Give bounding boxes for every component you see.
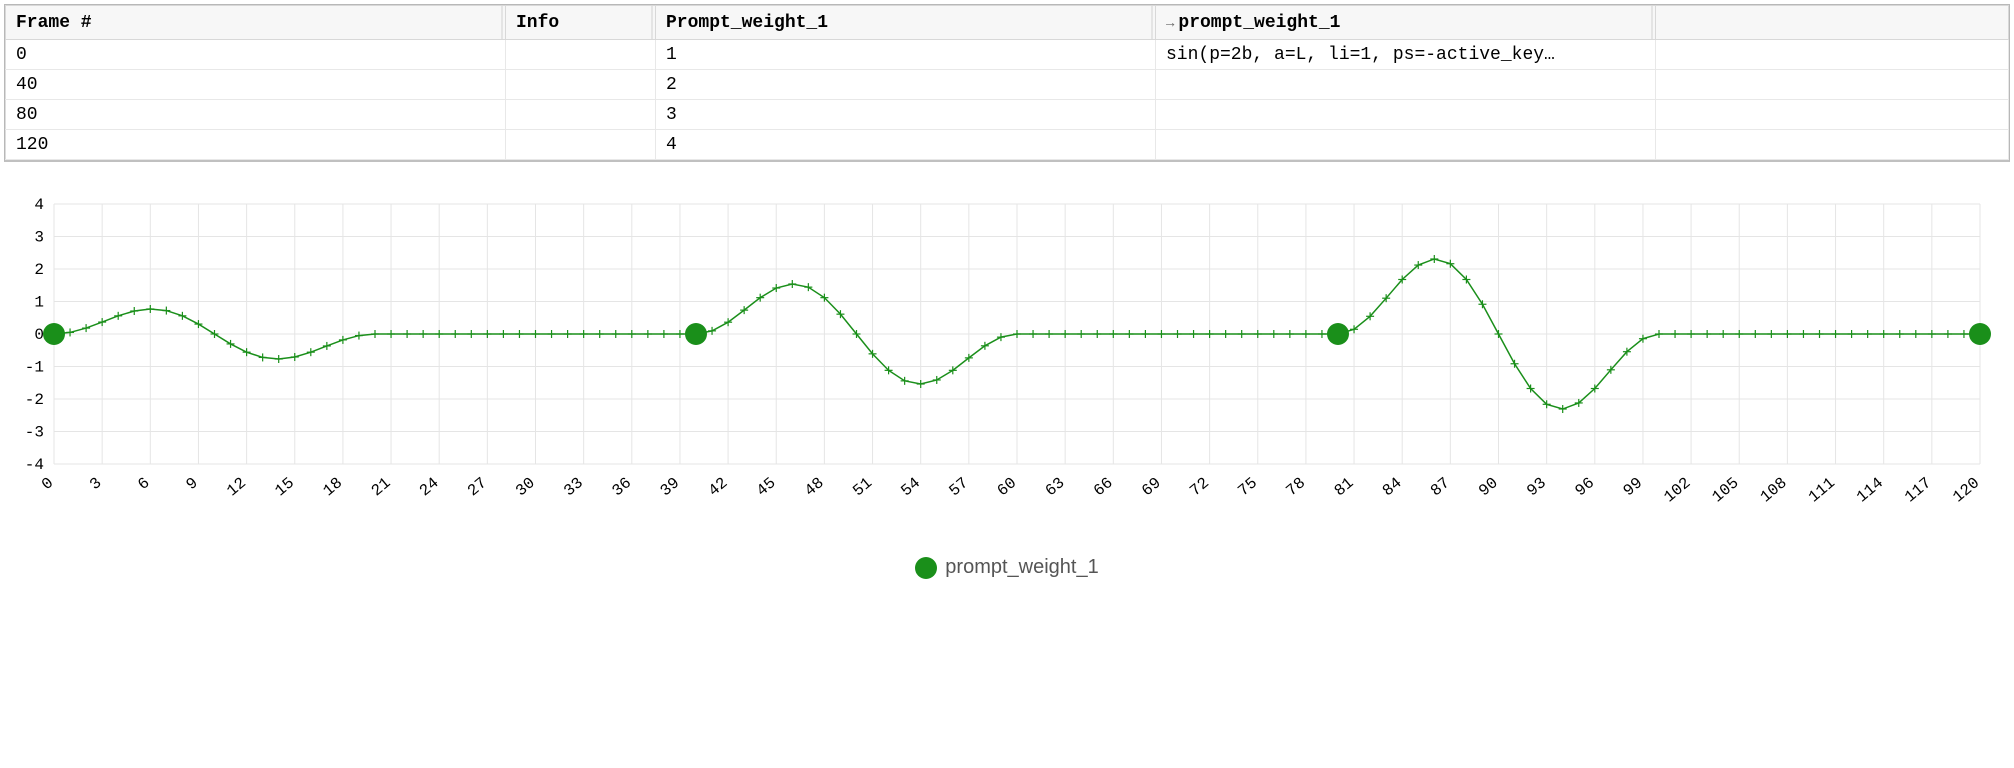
table: Frame # Info Prompt_weight_1 →prompt_wei…	[5, 5, 2009, 160]
svg-text:102: 102	[1661, 474, 1695, 506]
col-label: Info	[516, 13, 559, 33]
cell-pwf[interactable]	[1156, 100, 1656, 130]
legend-dot-icon	[915, 557, 937, 579]
table-row[interactable]: 80 3	[6, 100, 2009, 130]
svg-text:-2: -2	[25, 391, 44, 409]
col-header-prompt-weight[interactable]: Prompt_weight_1	[656, 6, 1156, 40]
cell-info[interactable]	[506, 70, 656, 100]
cell-last[interactable]	[1656, 70, 2009, 100]
cell-pwf[interactable]: sin(p=2b, a=L, li=1, ps=-active_key…	[1156, 40, 1656, 70]
svg-text:-3: -3	[25, 424, 44, 442]
cell-pwf[interactable]	[1156, 130, 1656, 160]
col-header-empty[interactable]	[1656, 6, 2009, 40]
svg-text:69: 69	[1138, 474, 1164, 500]
svg-text:72: 72	[1187, 474, 1213, 500]
resize-handle-icon[interactable]	[1649, 6, 1655, 39]
svg-text:99: 99	[1620, 474, 1646, 500]
cell-pw[interactable]: 1	[656, 40, 1156, 70]
svg-text:24: 24	[416, 474, 442, 500]
svg-text:63: 63	[1042, 474, 1068, 500]
cell-frame[interactable]: 120	[6, 130, 506, 160]
cell-info[interactable]	[506, 130, 656, 160]
cell-last[interactable]	[1656, 100, 2009, 130]
svg-text:36: 36	[609, 474, 635, 500]
cell-frame[interactable]: 40	[6, 70, 506, 100]
line-chart: -4-3-2-101234036912151821242730333639424…	[4, 184, 2010, 544]
svg-text:111: 111	[1805, 474, 1839, 506]
cell-pw[interactable]: 4	[656, 130, 1156, 160]
svg-text:117: 117	[1901, 474, 1935, 506]
svg-text:-1: -1	[25, 359, 44, 377]
svg-text:12: 12	[224, 474, 250, 500]
cell-last[interactable]	[1656, 130, 2009, 160]
cell-frame[interactable]: 0	[6, 40, 506, 70]
svg-text:30: 30	[512, 474, 538, 500]
svg-text:60: 60	[994, 474, 1020, 500]
arrow-right-icon: →	[1166, 16, 1174, 32]
svg-text:48: 48	[801, 474, 827, 500]
svg-text:33: 33	[561, 474, 587, 500]
svg-text:66: 66	[1090, 474, 1116, 500]
cell-info[interactable]	[506, 100, 656, 130]
svg-text:57: 57	[946, 474, 972, 500]
cell-frame[interactable]: 80	[6, 100, 506, 130]
cell-pwf[interactable]	[1156, 70, 1656, 100]
table-row[interactable]: 40 2	[6, 70, 2009, 100]
svg-text:-4: -4	[25, 456, 44, 474]
svg-text:114: 114	[1853, 474, 1887, 506]
chart-container: -4-3-2-101234036912151821242730333639424…	[4, 184, 2010, 579]
svg-text:93: 93	[1524, 474, 1550, 500]
chart-legend: prompt_weight_1	[4, 556, 2010, 579]
svg-text:81: 81	[1331, 474, 1357, 500]
col-header-frame[interactable]: Frame #	[6, 6, 506, 40]
svg-text:39: 39	[657, 474, 683, 500]
col-header-prompt-weight-formula[interactable]: →prompt_weight_1	[1156, 6, 1656, 40]
table-row[interactable]: 120 4	[6, 130, 2009, 160]
cell-last[interactable]	[1656, 40, 2009, 70]
svg-text:84: 84	[1379, 474, 1405, 500]
svg-text:0: 0	[38, 474, 57, 494]
svg-text:3: 3	[34, 229, 44, 247]
keyframe-table: Frame # Info Prompt_weight_1 →prompt_wei…	[4, 4, 2010, 162]
svg-text:6: 6	[135, 474, 154, 494]
svg-text:2: 2	[34, 261, 44, 279]
svg-text:42: 42	[705, 474, 731, 500]
cell-pw[interactable]: 2	[656, 70, 1156, 100]
svg-text:9: 9	[183, 474, 202, 494]
svg-text:45: 45	[753, 474, 779, 500]
legend-label: prompt_weight_1	[945, 556, 1098, 578]
cell-pw[interactable]: 3	[656, 100, 1156, 130]
svg-text:87: 87	[1427, 474, 1453, 500]
svg-text:75: 75	[1235, 474, 1261, 500]
col-header-info[interactable]: Info	[506, 6, 656, 40]
svg-text:3: 3	[86, 474, 105, 494]
svg-text:15: 15	[272, 474, 298, 500]
col-label: Frame #	[16, 13, 92, 33]
svg-text:21: 21	[368, 474, 394, 500]
table-row[interactable]: 0 1sin(p=2b, a=L, li=1, ps=-active_key…	[6, 40, 2009, 70]
svg-text:4: 4	[34, 196, 44, 214]
svg-text:78: 78	[1283, 474, 1309, 500]
svg-text:90: 90	[1475, 474, 1501, 500]
svg-text:105: 105	[1709, 474, 1743, 506]
resize-handle-icon[interactable]	[499, 6, 505, 39]
svg-text:96: 96	[1572, 474, 1598, 500]
svg-text:1: 1	[34, 294, 44, 312]
svg-text:51: 51	[849, 474, 875, 500]
svg-text:108: 108	[1757, 474, 1791, 506]
svg-text:0: 0	[34, 326, 44, 344]
svg-text:120: 120	[1950, 474, 1984, 506]
svg-text:27: 27	[464, 474, 490, 500]
col-label: Prompt_weight_1	[666, 13, 828, 33]
cell-info[interactable]	[506, 40, 656, 70]
col-label: prompt_weight_1	[1178, 13, 1340, 33]
resize-handle-icon[interactable]	[1149, 6, 1155, 39]
svg-text:54: 54	[898, 474, 924, 500]
resize-handle-icon[interactable]	[649, 6, 655, 39]
svg-text:18: 18	[320, 474, 346, 500]
